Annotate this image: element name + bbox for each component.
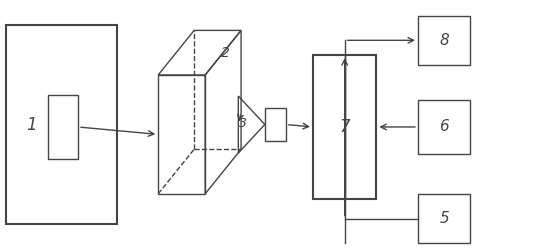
Text: 1: 1 [26, 116, 37, 133]
Bar [313, 55, 377, 199]
Bar [158, 75, 205, 194]
Bar [418, 194, 470, 243]
Bar [6, 25, 117, 224]
Bar [265, 108, 286, 141]
Text: 5: 5 [439, 211, 449, 226]
Text: 2: 2 [220, 46, 229, 60]
Text: 3: 3 [239, 117, 247, 130]
Bar [418, 100, 470, 154]
Text: 6: 6 [439, 120, 449, 134]
Text: 8: 8 [439, 33, 449, 48]
Bar [48, 95, 78, 159]
Text: 7: 7 [340, 118, 350, 136]
Bar [418, 15, 470, 65]
